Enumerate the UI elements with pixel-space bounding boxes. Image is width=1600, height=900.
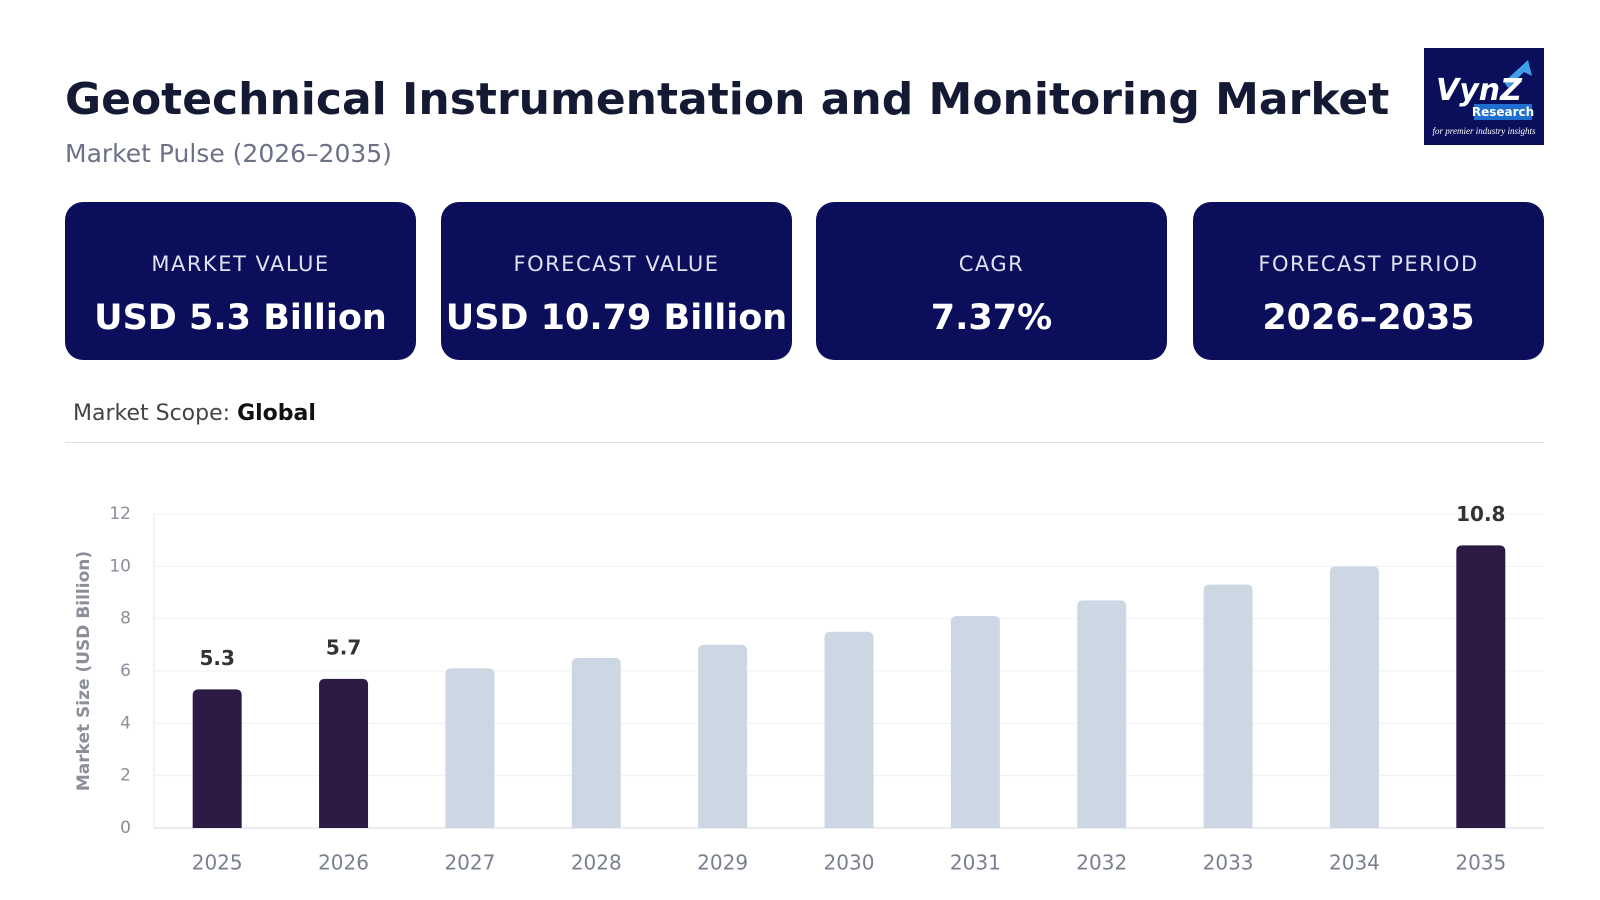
y-tick-label: 2 bbox=[120, 766, 131, 786]
bar bbox=[1077, 600, 1127, 828]
card-label: FORECAST VALUE bbox=[513, 252, 720, 276]
card-value: 2026–2035 bbox=[1262, 298, 1475, 338]
stat-card: FORECAST VALUE USD 10.79 Billion bbox=[441, 202, 792, 360]
bar bbox=[445, 668, 495, 828]
logo-band bbox=[1474, 104, 1532, 120]
bar bbox=[571, 657, 621, 828]
scope-label: Market Scope: bbox=[73, 401, 231, 426]
y-tick-label: 0 bbox=[120, 818, 131, 838]
y-tick-label: 8 bbox=[120, 609, 131, 629]
card-label: FORECAST PERIOD bbox=[1258, 252, 1479, 276]
x-tick-label: 2026 bbox=[318, 851, 369, 875]
bar bbox=[319, 678, 369, 828]
stat-card: FORECAST PERIOD 2026–2035 bbox=[1193, 202, 1544, 360]
x-tick-label: 2025 bbox=[192, 851, 243, 875]
subtitle: Market Pulse (2026–2035) bbox=[65, 139, 392, 168]
logo-name: VynZ bbox=[1436, 73, 1523, 108]
bar bbox=[192, 689, 242, 828]
card-value: 7.37% bbox=[930, 298, 1053, 338]
bar bbox=[1203, 584, 1253, 828]
bar bbox=[824, 631, 874, 828]
y-axis-label: Market Size (USD Billion) bbox=[74, 551, 94, 791]
card-label: MARKET VALUE bbox=[151, 252, 330, 276]
card-value: USD 5.3 Billion bbox=[94, 298, 387, 338]
x-tick-label: 2032 bbox=[1076, 851, 1127, 875]
value-label: 10.8 bbox=[1456, 502, 1505, 526]
x-tick-label: 2035 bbox=[1455, 851, 1506, 875]
divider bbox=[65, 442, 1544, 443]
value-label: 5.3 bbox=[199, 646, 234, 670]
scope-value: Global bbox=[237, 401, 316, 426]
x-tick-label: 2034 bbox=[1329, 851, 1380, 875]
scope: Market Scope: Global bbox=[73, 401, 316, 426]
bar bbox=[950, 616, 1000, 828]
bar bbox=[1329, 566, 1379, 828]
logo: VynZ Research for premier industry insig… bbox=[1424, 48, 1544, 145]
logo-sub: Research bbox=[1472, 105, 1534, 119]
y-tick-label: 6 bbox=[120, 661, 131, 681]
bar bbox=[1456, 545, 1506, 828]
card-label: CAGR bbox=[958, 252, 1025, 276]
x-tick-label: 2030 bbox=[824, 851, 875, 875]
logo-tagline: for premier industry insights bbox=[1433, 126, 1536, 136]
stat-card: MARKET VALUE USD 5.3 Billion bbox=[65, 202, 416, 360]
value-label: 5.7 bbox=[326, 635, 361, 659]
y-tick-label: 12 bbox=[109, 504, 131, 524]
y-tick-label: 4 bbox=[120, 713, 131, 733]
bar bbox=[698, 644, 748, 828]
card-value: USD 10.79 Billion bbox=[445, 298, 788, 338]
x-tick-label: 2027 bbox=[444, 851, 495, 875]
title: Geotechnical Instrumentation and Monitor… bbox=[65, 74, 1390, 125]
stat-card: CAGR 7.37% bbox=[816, 202, 1167, 360]
y-tick-label: 10 bbox=[109, 556, 131, 576]
x-tick-label: 2029 bbox=[697, 851, 748, 875]
x-tick-label: 2033 bbox=[1203, 851, 1254, 875]
logo-arrow bbox=[1504, 60, 1532, 88]
x-tick-label: 2031 bbox=[950, 851, 1001, 875]
x-tick-label: 2028 bbox=[571, 851, 622, 875]
